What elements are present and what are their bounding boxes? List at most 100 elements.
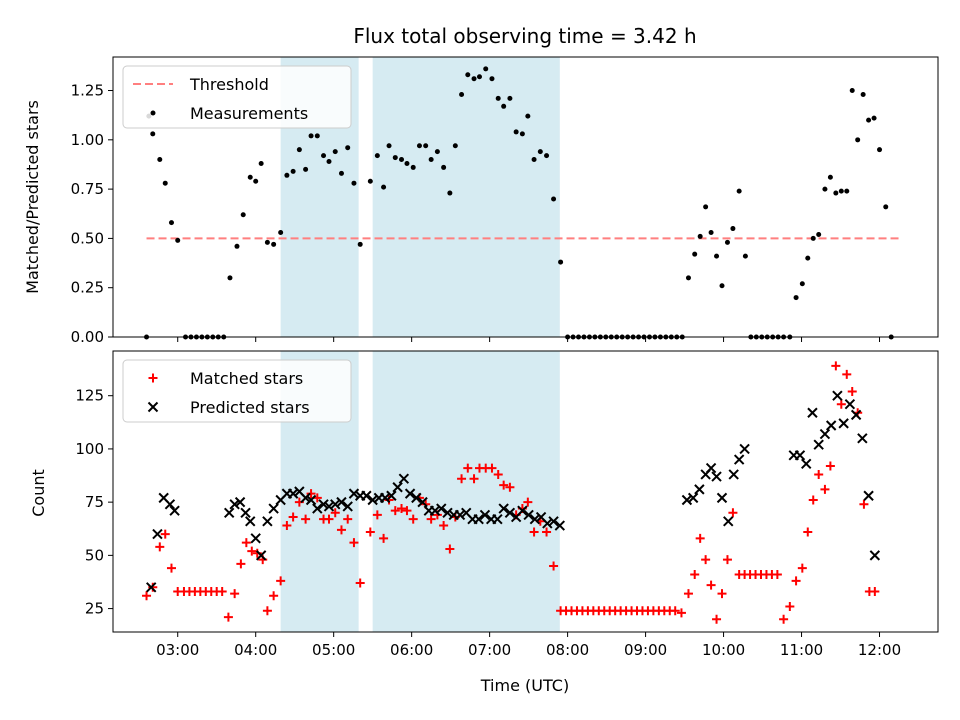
predicted-star-point: [323, 501, 335, 512]
matched-star-point: [772, 570, 782, 580]
predicted-star-point: [342, 501, 353, 512]
measurement-point: [271, 241, 277, 247]
measurement-point: [685, 275, 691, 281]
matched-star-point: [445, 544, 455, 554]
measurement-point: [253, 178, 259, 184]
predicted-star-point: [300, 492, 311, 504]
measurement-point: [883, 204, 889, 210]
measurement-point: [410, 164, 416, 170]
predicted-star-point: [361, 490, 372, 501]
matched-star-point: [842, 369, 852, 379]
matched-star-point: [797, 563, 807, 573]
predicted-star-point: [318, 499, 329, 510]
measurement-point: [537, 149, 543, 155]
matched-star-point: [142, 591, 152, 601]
measurement-point: [321, 153, 327, 159]
matched-star-point: [814, 469, 824, 479]
measurement-point: [284, 172, 290, 178]
predicted-star-point: [240, 507, 251, 518]
matched-star-point: [676, 608, 686, 618]
measurement-point: [264, 239, 270, 245]
predicted-star-point: [844, 399, 856, 410]
matched-star-point: [487, 463, 497, 473]
measurement-point: [692, 251, 698, 257]
predicted-star-point: [473, 513, 484, 525]
measurement-point: [308, 133, 314, 139]
measurement-point: [827, 174, 833, 180]
predicted-star-point: [348, 488, 360, 499]
top-panel: Matched/Predicted stars 0.00 0.25 0.50 0.75…: [23, 56, 939, 346]
predicted-star-point: [739, 443, 750, 455]
measurement-point: [428, 157, 434, 163]
predicted-star-point: [807, 407, 818, 418]
measurement-point: [513, 129, 519, 135]
measurement-point: [489, 76, 495, 82]
measurement-point: [314, 133, 320, 139]
matched-star-point: [670, 606, 680, 616]
measurement-point: [290, 168, 296, 174]
legend-matched-swatch: [148, 373, 158, 383]
predicted-star-point: [716, 492, 728, 504]
matched-star-point: [683, 589, 693, 599]
matched-star-point: [160, 529, 170, 539]
measurement-point: [234, 243, 240, 249]
matched-star-point: [355, 578, 365, 588]
predicted-star-point: [825, 420, 837, 431]
measurement-point: [519, 131, 525, 137]
measurement-point: [351, 180, 357, 186]
bottom-xtick-label: 10:00: [702, 641, 745, 659]
measurement-point: [855, 137, 861, 143]
measurement-point: [296, 147, 302, 153]
predicted-star-point: [498, 503, 509, 514]
measurement-point: [544, 153, 550, 159]
measurement-point: [278, 229, 284, 235]
predicted-star-point: [262, 516, 273, 527]
matched-star-point: [439, 521, 449, 531]
predicted-star-point: [250, 533, 261, 544]
predicted-star-point: [492, 513, 503, 525]
matched-star-point: [379, 533, 389, 543]
matched-star-point: [836, 399, 846, 409]
measurement-point: [404, 160, 410, 166]
bottom-xlabel: Time (UTC): [480, 676, 569, 695]
measurement-point: [849, 88, 855, 94]
predicted-star-point: [728, 469, 739, 480]
predicted-star-point: [857, 433, 868, 444]
bottom-xtick-label: 05:00: [312, 641, 355, 659]
top-ytick-label: 0.75: [71, 180, 104, 198]
matched-star-point: [695, 533, 705, 543]
predicted-star-point: [417, 496, 428, 508]
matched-star-point: [847, 386, 857, 396]
predicted-star-point: [794, 450, 806, 461]
predicted-star-point: [392, 482, 403, 493]
matched-star-point: [859, 499, 869, 509]
bottom-legend-label: Predicted stars: [190, 398, 310, 417]
bottom-legend-label: Matched stars: [190, 369, 303, 388]
predicted-star-point: [436, 503, 447, 514]
matched-star-point: [148, 582, 158, 592]
matched-star-point: [785, 601, 795, 611]
predicted-star-point: [850, 409, 862, 421]
matched-star-point: [549, 561, 559, 571]
predicted-star-point: [336, 496, 347, 508]
legend-predicted-swatch: [147, 401, 159, 413]
matched-star-point: [330, 508, 340, 518]
matched-star-point: [230, 589, 240, 599]
measurement-point: [452, 143, 458, 149]
predicted-star-point: [504, 507, 516, 518]
predicted-star-point: [223, 507, 235, 518]
predicted-star-point: [245, 516, 256, 527]
measurement-point: [833, 190, 839, 196]
top-ytick-label: 0.25: [71, 279, 104, 297]
bottom-ytick-label: 100: [75, 440, 104, 458]
measurement-point: [736, 188, 742, 194]
predicted-star-point: [819, 428, 831, 440]
predicted-star-point: [229, 499, 240, 510]
measurement-point: [558, 259, 564, 265]
top-ylabel: Matched/Predicted stars: [23, 100, 42, 294]
matched-star-point: [241, 538, 251, 548]
matched-star-point: [831, 361, 841, 371]
matched-star-point: [390, 506, 400, 516]
measurement-point: [483, 66, 489, 72]
predicted-star-point: [548, 516, 559, 527]
